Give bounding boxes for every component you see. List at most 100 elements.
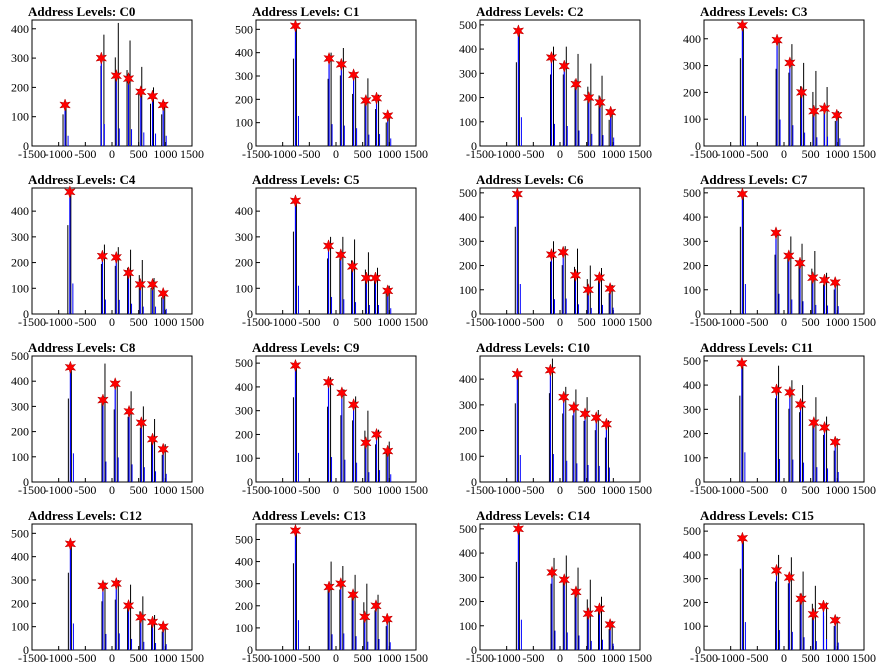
y-tick-label: 400 <box>459 210 477 224</box>
x-tick-label: -500 <box>522 483 544 497</box>
y-tick-label: 500 <box>235 356 253 370</box>
x-tick-label: 0 <box>333 315 339 329</box>
peak-marker <box>818 273 831 287</box>
x-tick-label: 1000 <box>825 315 849 329</box>
chart-panel-4: Address Levels: C4 0 100 200 300 400 -1500-100… <box>11 172 204 329</box>
x-tick-label: -500 <box>746 315 768 329</box>
peak-marker <box>770 226 782 240</box>
peak-marker <box>146 615 159 629</box>
peak-marker <box>736 187 749 201</box>
x-tick-label: 500 <box>802 147 820 161</box>
plot-frame <box>703 523 865 651</box>
peak-marker <box>146 277 159 292</box>
x-tick-label: -500 <box>298 651 320 665</box>
y-tick-label: 500 <box>683 354 701 368</box>
peak-marker <box>134 610 147 625</box>
y-tick-label: 0 <box>23 139 29 153</box>
y-tick-label: 300 <box>11 573 29 587</box>
x-tick-label: 500 <box>802 483 820 497</box>
x-tick-label: 1000 <box>601 651 625 665</box>
x-tick-label: -500 <box>746 147 768 161</box>
peak-marker <box>122 266 135 280</box>
x-tick-label: -1000 <box>45 147 73 161</box>
peak-marker <box>110 250 123 265</box>
peak-marker <box>360 436 372 450</box>
peak-marker <box>600 417 613 431</box>
peak-marker <box>604 281 616 296</box>
plot-frame <box>255 523 417 651</box>
x-tick-label: 1500 <box>180 651 204 665</box>
peak-marker <box>808 104 820 118</box>
x-tick-label: 500 <box>130 483 148 497</box>
peak-marker <box>557 390 570 404</box>
y-tick-label: 200 <box>683 85 701 99</box>
y-tick-label: 100 <box>459 115 477 129</box>
peak-marker <box>593 270 606 285</box>
x-tick-label: 1500 <box>852 483 876 497</box>
y-tick-label: 200 <box>683 427 701 441</box>
y-tick-label: 400 <box>459 42 477 56</box>
y-tick-label: 200 <box>11 425 29 439</box>
peak-marker <box>96 249 109 263</box>
y-tick-label: 100 <box>459 449 477 463</box>
peak-marker <box>784 56 796 70</box>
x-tick-label: -1000 <box>493 315 521 329</box>
x-tick-label: 500 <box>578 651 596 665</box>
x-tick-label: -500 <box>746 483 768 497</box>
x-tick-label: -1500 <box>18 651 46 665</box>
peak-marker <box>95 51 108 65</box>
panel-title: Address Levels: C15 <box>700 508 814 523</box>
y-tick-label: 300 <box>459 234 477 248</box>
y-tick-label: 100 <box>683 619 701 633</box>
chart-panel-3: Address Levels: C3 0 100 200 300 400 -1500-100… <box>683 4 876 161</box>
plot-frame <box>703 19 865 147</box>
y-tick-label: 300 <box>683 59 701 73</box>
peak-marker <box>604 105 617 119</box>
y-tick-label: 300 <box>235 577 253 591</box>
peak-marker <box>289 19 302 33</box>
peak-marker <box>157 98 170 112</box>
x-tick-label: -1500 <box>18 483 46 497</box>
x-tick-label: 0 <box>333 483 339 497</box>
y-tick-label: 500 <box>459 18 477 32</box>
x-tick-label: -500 <box>298 147 320 161</box>
peak-marker <box>360 93 372 108</box>
x-tick-label: -500 <box>74 483 96 497</box>
y-tick-label: 400 <box>683 32 701 46</box>
y-tick-label: 100 <box>235 621 253 635</box>
panel-title: Address Levels: C3 <box>700 4 808 19</box>
x-tick-label: 1500 <box>852 651 876 665</box>
x-tick-label: 0 <box>557 147 563 161</box>
peak-marker <box>59 98 71 112</box>
x-tick-label: 500 <box>802 315 820 329</box>
y-tick-label: 100 <box>459 619 477 633</box>
x-tick-label: 500 <box>354 651 372 665</box>
peak-marker <box>570 77 582 91</box>
x-tick-label: 0 <box>557 483 563 497</box>
x-tick-label: 500 <box>802 651 820 665</box>
peak-marker <box>829 275 842 290</box>
peak-marker <box>806 270 819 285</box>
x-tick-label: -500 <box>522 651 544 665</box>
x-tick-label: -1000 <box>717 483 745 497</box>
y-tick-label: 400 <box>235 555 253 569</box>
y-tick-label: 200 <box>11 256 29 270</box>
peak-marker <box>110 68 123 83</box>
peak-marker <box>794 397 807 412</box>
x-tick-label: 1000 <box>601 483 625 497</box>
x-tick-label: 0 <box>557 651 563 665</box>
peak-marker <box>558 572 571 587</box>
y-tick-label: 100 <box>11 620 29 634</box>
x-tick-label: 0 <box>333 651 339 665</box>
x-tick-label: -1500 <box>466 315 494 329</box>
peak-marker <box>570 585 582 599</box>
y-tick-label: 200 <box>459 91 477 105</box>
panel-title: Address Levels: C6 <box>476 172 584 187</box>
panel-title: Address Levels: C10 <box>476 340 590 355</box>
y-tick-label: 500 <box>235 22 253 36</box>
x-tick-label: -500 <box>74 147 96 161</box>
y-tick-label: 300 <box>683 234 701 248</box>
x-tick-label: 1500 <box>628 483 652 497</box>
plot-frame <box>31 523 193 651</box>
panel-title: Address Levels: C9 <box>252 340 360 355</box>
